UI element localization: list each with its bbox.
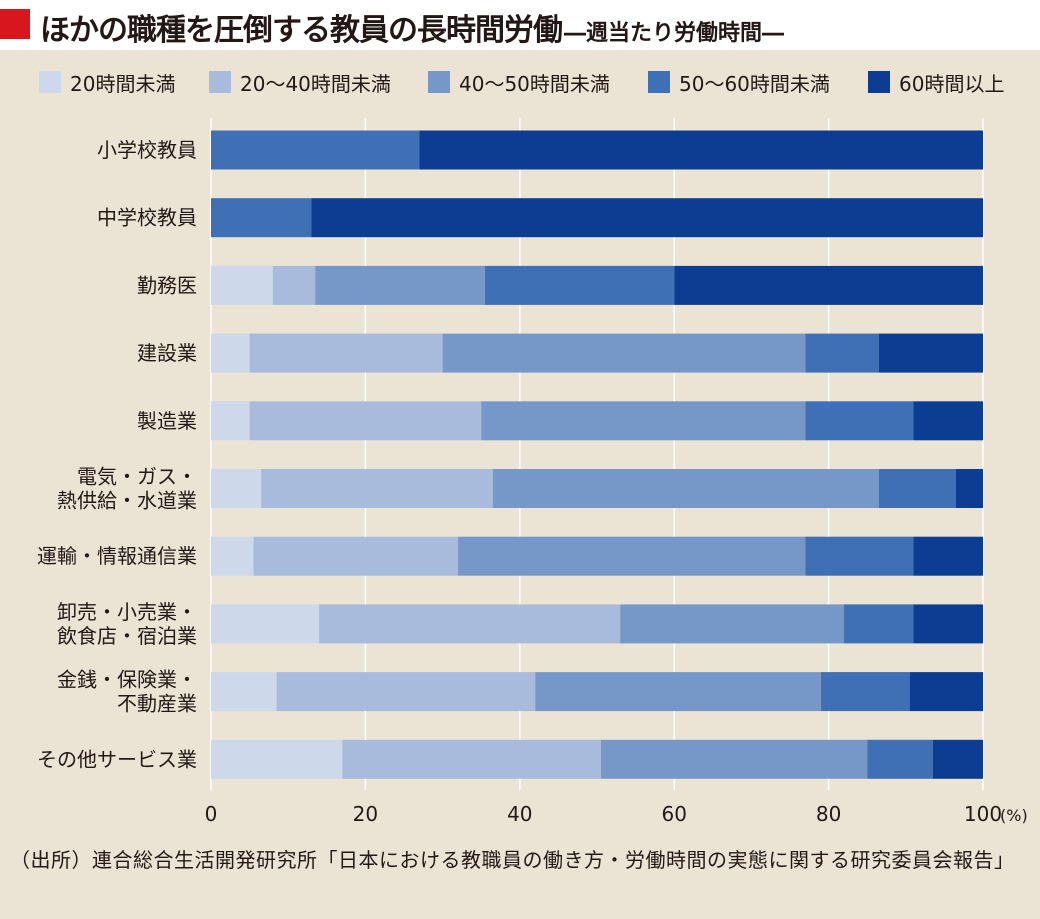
bar-segment (913, 401, 983, 441)
x-tick-label: 20 (353, 802, 378, 826)
bar-segment (458, 536, 806, 576)
category-label: 勤務医 (137, 273, 197, 297)
bar-segment (261, 469, 493, 508)
x-tick-label: 40 (507, 802, 532, 826)
bar-segment (211, 604, 320, 644)
bar-segment (211, 469, 262, 508)
stacked-bar-chart: 20時間未満 20〜40時間未満 40〜50時間未満 50〜60時間未満 60時間以上小… (37, 71, 1028, 826)
category-label: 熱供給・水道業 (57, 489, 197, 513)
bar-segment (909, 672, 983, 712)
header: ほかの職種を圧倒する教員の長時間労働―週当たり労働時間― (0, 0, 1040, 50)
bar-segment (481, 401, 806, 441)
bar-segment (913, 604, 983, 644)
bar-segment (600, 739, 868, 779)
bar-segment (319, 604, 621, 644)
bar-segment (211, 265, 273, 305)
bar-segment (932, 739, 983, 779)
bar-segment (620, 604, 845, 644)
bar-segment (211, 333, 250, 373)
chart-title: ほかの職種を圧倒する教員の長時間労働 (40, 13, 563, 48)
legend-swatch (868, 71, 890, 93)
bar-segment (913, 536, 983, 576)
bar-segment (419, 130, 983, 170)
category-label: 電気・ガス・ (77, 465, 197, 489)
x-unit-label: (%) (1000, 806, 1028, 825)
category-label: 飲食店・宿泊業 (57, 624, 197, 648)
category-label: 卸売・小売業・ (57, 600, 197, 624)
x-tick-label: 60 (661, 802, 686, 826)
legend-label: 50〜60時間未満 (679, 72, 830, 96)
chart-subtitle: ―週当たり労働時間― (564, 21, 785, 46)
category-label: その他サービス業 (37, 747, 197, 771)
legend-swatch (209, 71, 231, 93)
bar-segment (211, 401, 250, 441)
bar-segment (249, 401, 482, 441)
bar-segment (276, 672, 536, 712)
bar-segment (878, 333, 983, 373)
legend-label: 40〜50時間未満 (459, 72, 610, 96)
category-label: 小学校教員 (97, 138, 197, 162)
source-note: （出所）連合総合生活開発研究所「日本における教職員の働き方・労働時間の実態に関す… (10, 848, 1015, 872)
x-tick-label: 100 (964, 802, 1002, 826)
legend-label: 60時間以上 (899, 72, 1004, 96)
x-tick-label: 80 (816, 802, 841, 826)
bar-segment (342, 739, 601, 779)
title-accent-square (0, 9, 30, 39)
bar-segment (805, 401, 914, 441)
category-label: 運輸・情報通信業 (37, 544, 197, 568)
category-label: 不動産業 (117, 692, 197, 716)
x-tick-label: 0 (205, 802, 218, 826)
legend-label: 20〜40時間未満 (240, 72, 391, 96)
bar-segment (442, 333, 806, 373)
legend-swatch (648, 71, 670, 93)
bar-segment (844, 604, 914, 644)
legend-swatch (428, 71, 450, 93)
bar-segment (249, 333, 443, 373)
legend-label: 20時間未満 (70, 72, 175, 96)
bar-segment (535, 672, 821, 712)
bar-segment (492, 469, 879, 508)
title-block: ほかの職種を圧倒する教員の長時間労働―週当たり労働時間― (40, 5, 784, 49)
bar-segment (211, 739, 343, 779)
bar-segment (805, 536, 914, 576)
legend-swatch (39, 71, 61, 93)
category-label: 金銭・保険業・ (57, 668, 197, 692)
bar-segment (955, 469, 983, 508)
bar-segment (674, 265, 983, 305)
bar-segment (272, 265, 316, 305)
category-label: 建設業 (137, 341, 197, 365)
bar-segment (211, 536, 254, 576)
bar-segment (211, 130, 420, 170)
bar-segment (820, 672, 910, 712)
bar-segment (867, 739, 933, 779)
bar-segment (211, 198, 312, 238)
bar-segment (485, 265, 675, 305)
bar-segment (311, 198, 983, 238)
bar-segment (315, 265, 486, 305)
category-label: 製造業 (137, 409, 197, 433)
bar-segment (878, 469, 956, 508)
bar-segment (253, 536, 459, 576)
bar-segment (805, 333, 879, 373)
bar-segment (211, 672, 277, 712)
category-label: 中学校教員 (97, 206, 197, 230)
